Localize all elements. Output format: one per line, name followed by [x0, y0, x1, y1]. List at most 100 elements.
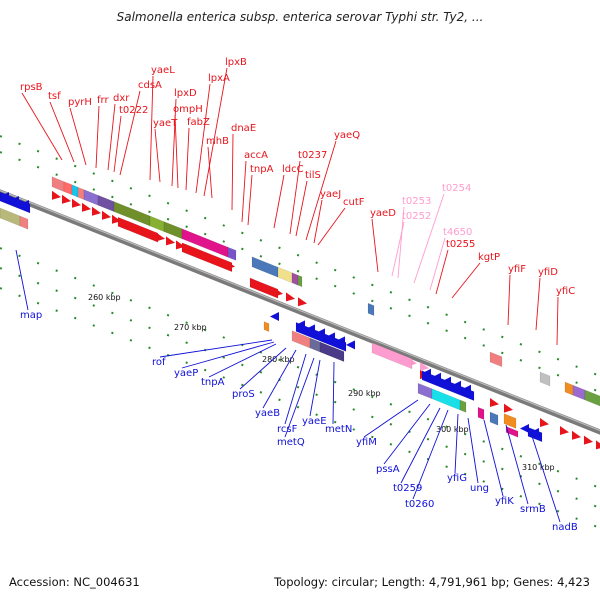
- leader-line: [273, 174, 285, 229]
- genome-backbone-highlight: [0, 189, 600, 432]
- gene-arrow-forward: [72, 198, 81, 208]
- leader-line: [154, 128, 161, 183]
- gene-box-forward: [83, 189, 99, 206]
- leader-line: [412, 409, 449, 500]
- rna-arrow: [420, 362, 429, 371]
- gene-label-t0254: t0254: [442, 183, 471, 194]
- leader-line: [383, 403, 431, 465]
- gene-label-acca: accA: [244, 150, 268, 161]
- leader-line: [49, 101, 75, 163]
- gene-arrow-forward: [504, 403, 513, 413]
- gene-box-reverse: [319, 341, 345, 362]
- leader-line: [305, 140, 337, 241]
- gene-label-yfik: yfiK: [495, 496, 514, 507]
- leader-line: [313, 199, 323, 244]
- leader-line: [241, 160, 247, 223]
- gene-box-forward: [117, 216, 159, 243]
- gene-box-reverse: [503, 413, 517, 429]
- gene-box-forward: [489, 351, 503, 368]
- gene-label-t0260: t0260: [405, 499, 434, 510]
- gene-label-yaed: yaeD: [370, 208, 396, 219]
- gene-box-forward: [572, 384, 586, 401]
- gene-arrow-forward: [584, 435, 593, 445]
- gene-label-yaeq: yaeQ: [334, 130, 360, 141]
- gene-label-t0237: t0237: [298, 150, 327, 161]
- leader-line: [21, 92, 63, 161]
- gene-box-reverse: [459, 399, 467, 413]
- leader-line: [262, 349, 297, 409]
- leader-line-rna: [413, 193, 445, 284]
- gene-label-pssa: pssA: [376, 464, 400, 475]
- gene-arrow-forward: [52, 190, 61, 200]
- gene-box-forward: [71, 184, 79, 198]
- gene-box-reverse: [527, 426, 543, 443]
- leader-line: [181, 341, 275, 369]
- gene-label-t0259: t0259: [393, 483, 422, 494]
- gene-label-nadb: nadB: [552, 522, 578, 533]
- gene-label-rpsb: rpsB: [20, 82, 43, 93]
- gene-arrow-forward: [166, 236, 175, 246]
- genome-backbone: [0, 189, 600, 435]
- gene-label-yaep: yaeP: [174, 368, 198, 379]
- leader-line: [454, 413, 459, 474]
- leader-line: [208, 343, 277, 378]
- gene-label-t0255: t0255: [446, 239, 475, 250]
- gene-label-cutf: cutF: [343, 197, 365, 208]
- gene-box-forward: [277, 266, 293, 284]
- gene-label-srmb: srmB: [520, 504, 546, 515]
- leader-line: [159, 339, 273, 358]
- gene-arrow-forward: [298, 297, 307, 307]
- gene-arrow-forward: [92, 206, 101, 216]
- gene-box-reverse: [0, 207, 21, 227]
- gene-label-yaee: yaeE: [302, 416, 327, 427]
- gene-box-forward: [51, 176, 65, 192]
- leader-line: [289, 160, 301, 235]
- gene-label-omph: ompH: [173, 104, 203, 115]
- gene-arrow-forward: [102, 210, 111, 220]
- kbp-tick-label: 260 kbp: [88, 293, 121, 302]
- accession-label: Accession: NC_004631: [9, 575, 140, 589]
- gene-label-yaeb: yaeB: [255, 408, 280, 419]
- gene-arrow-forward: [156, 232, 165, 242]
- gene-box-reverse: [489, 411, 499, 426]
- leader-line: [317, 207, 346, 246]
- leader-line: [107, 103, 116, 171]
- gene-box-forward: [227, 246, 237, 261]
- gene-arrow-forward: [286, 292, 295, 302]
- gene-arrow-reverse: [270, 312, 279, 321]
- gene-label-lpxd: lpxD: [174, 88, 197, 99]
- gene-label-ldcc: ldcC: [282, 164, 304, 175]
- gene-label-dnae: dnaE: [231, 123, 256, 134]
- gene-box-reverse: [19, 215, 29, 230]
- gene-box-reverse: [417, 382, 433, 400]
- gene-label-tils: tilS: [305, 170, 321, 181]
- gene-label-tnpa: tnpA: [250, 164, 274, 175]
- leader-line: [556, 296, 559, 346]
- gene-arrow-forward: [572, 430, 581, 440]
- kbp-tick-label: 310 kbp: [522, 463, 555, 472]
- leader-line: [295, 180, 308, 237]
- gene-label-metq: metQ: [277, 437, 305, 448]
- gene-box-reverse: [421, 370, 475, 401]
- gene-label-lpxb: lpxB: [225, 57, 247, 68]
- gene-label-frr: frr: [97, 95, 109, 106]
- gene-box-forward: [149, 215, 165, 232]
- leader-line: [174, 114, 179, 189]
- kbp-tick-label: 300 kbp: [436, 425, 469, 434]
- gene-label-map: map: [20, 310, 42, 321]
- topology-label: Topology: circular; Length: 4,791,961 bp…: [274, 575, 590, 589]
- leader-line-rna: [397, 206, 405, 279]
- gene-arrow-reverse: [520, 424, 529, 433]
- leader-line: [247, 174, 253, 226]
- organism-title: Salmonella enterica subsp. enterica sero…: [116, 10, 484, 24]
- gene-arrow-forward: [82, 202, 91, 212]
- leader-line: [195, 83, 211, 194]
- leader-line: [505, 424, 529, 505]
- gene-label-yfif: yfiF: [508, 264, 526, 275]
- gene-label-yfig: yfiG: [447, 473, 467, 484]
- gene-box-reverse: [477, 406, 485, 420]
- gene-label-tnpa: tnpA: [201, 377, 225, 388]
- gene-label-t0253: t0253: [402, 196, 431, 207]
